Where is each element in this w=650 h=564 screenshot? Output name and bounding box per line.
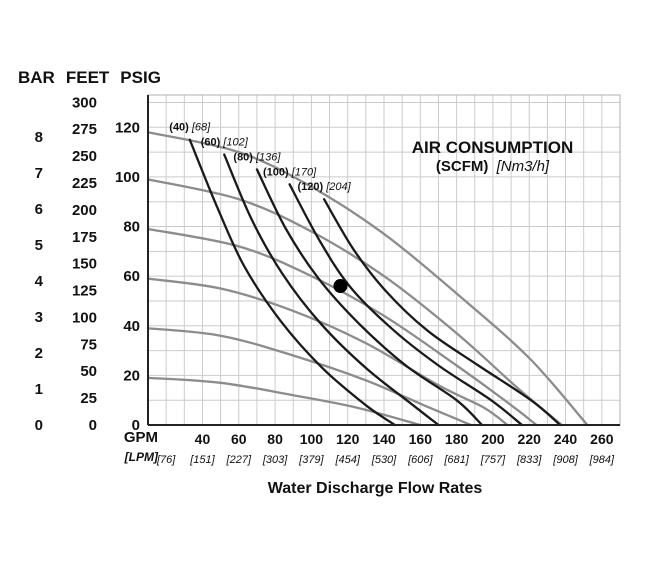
lpm-tick-label: [833]: [516, 454, 542, 466]
legend-nm3h-label: [Nm3/h]: [496, 158, 550, 176]
legend-scfm-label: (SCFM): [435, 158, 489, 176]
feet-tick-label: 100: [72, 309, 97, 326]
lpm-tick-label: [757]: [480, 454, 506, 466]
air-curve-label: (80) [136]: [233, 151, 281, 163]
legend-title: AIR CONSUMPTION: [411, 138, 574, 157]
bar-tick-label: 1: [35, 381, 43, 398]
lpm-tick-label: [76]: [156, 454, 176, 466]
water-discharge-curve: [146, 178, 564, 427]
feet-tick-label: 25: [80, 390, 97, 407]
lpm-tick-label: [227]: [226, 454, 252, 466]
bar-tick-label: 8: [35, 129, 43, 146]
feet-tick-label: 75: [80, 336, 97, 353]
air-consumption-legend: AIR CONSUMPTION (SCFM) [Nm3/h]: [380, 137, 605, 177]
water-discharge-curve: [146, 131, 589, 427]
feet-tick-label: 300: [72, 94, 97, 111]
lpm-tick-label: [908]: [552, 454, 578, 466]
feet-tick-label: 125: [72, 283, 97, 300]
lpm-tick-label: [530]: [371, 454, 397, 466]
psig-tick-label: 80: [123, 219, 140, 236]
psig-tick-label: 60: [123, 268, 140, 285]
air-curve-label: (120) [204]: [298, 181, 352, 193]
psig-tick-label: 40: [123, 318, 140, 335]
chart-title: Water Discharge Flow Rates: [267, 480, 483, 497]
gpm-tick-label: 200: [481, 431, 505, 447]
feet-tick-label: 0: [89, 417, 97, 434]
feet-tick-label: 200: [72, 202, 97, 219]
air-curve-label: (40) [68]: [169, 122, 211, 134]
gpm-tick-label: 140: [372, 431, 396, 447]
feet-tick-label: 275: [72, 121, 97, 138]
feet-tick-label: 250: [72, 148, 97, 165]
air-consumption-curve: [223, 153, 440, 427]
gpm-tick-label: 180: [445, 431, 469, 447]
lpm-tick-label: [151]: [189, 454, 215, 466]
gpm-tick-label: 80: [267, 431, 283, 447]
feet-axis-header: FEET: [65, 68, 110, 87]
gpm-tick-label: 120: [336, 431, 360, 447]
bar-tick-label: 0: [35, 417, 43, 434]
psig-tick-label: 120: [115, 119, 140, 136]
air-consumption-curve: [188, 138, 397, 427]
bar-tick-label: 4: [35, 273, 44, 290]
air-curve-label: (60) [102]: [201, 137, 249, 149]
psig-axis-header: PSIG: [120, 68, 161, 87]
lpm-tick-label: [303]: [262, 454, 288, 466]
feet-tick-label: 150: [72, 256, 97, 273]
feet-tick-label: 225: [72, 175, 97, 192]
pressure-axis-headers: BAR FEET PSIG: [18, 68, 161, 88]
gpm-tick-label: 100: [300, 431, 324, 447]
water-discharge-curve: [146, 227, 538, 427]
lpm-tick-label: [454]: [334, 454, 360, 466]
bar-tick-label: 5: [35, 237, 43, 254]
air-consumption-curve: [288, 183, 524, 427]
bar-tick-label: 6: [35, 201, 43, 218]
gpm-tick-label: 240: [554, 431, 578, 447]
gpm-tick-label: 220: [518, 431, 542, 447]
lpm-tick-label: [984]: [589, 454, 615, 466]
legend-units: (SCFM) [Nm3/h]: [380, 158, 605, 177]
gpm-axis-label: GPM: [123, 429, 158, 446]
air-consumption-curve: [255, 168, 484, 427]
operating-point-marker: [333, 279, 348, 294]
lpm-tick-label: [681]: [443, 454, 469, 466]
gpm-tick-label: 60: [231, 431, 247, 447]
lpm-axis-label: [LPM]: [124, 450, 158, 464]
water-discharge-curve: [146, 327, 473, 427]
bar-tick-label: 3: [35, 309, 43, 326]
gpm-tick-label: 160: [409, 431, 433, 447]
lpm-tick-label: [379]: [298, 454, 324, 466]
feet-tick-label: 175: [72, 229, 97, 246]
lpm-tick-label: [606]: [407, 454, 433, 466]
psig-tick-label: 0: [132, 417, 140, 434]
gpm-tick-label: 260: [590, 431, 614, 447]
psig-tick-label: 20: [123, 367, 140, 384]
bar-axis-header: BAR: [18, 68, 55, 87]
bar-tick-label: 2: [35, 345, 43, 362]
air-consumption-curve: [322, 198, 562, 427]
psig-tick-label: 100: [115, 169, 140, 186]
gpm-tick-label: 40: [195, 431, 211, 447]
bar-tick-label: 7: [35, 165, 43, 182]
feet-tick-label: 50: [80, 363, 97, 380]
air-curve-label: (100) [170]: [263, 166, 317, 178]
water-discharge-curve: [146, 277, 509, 427]
